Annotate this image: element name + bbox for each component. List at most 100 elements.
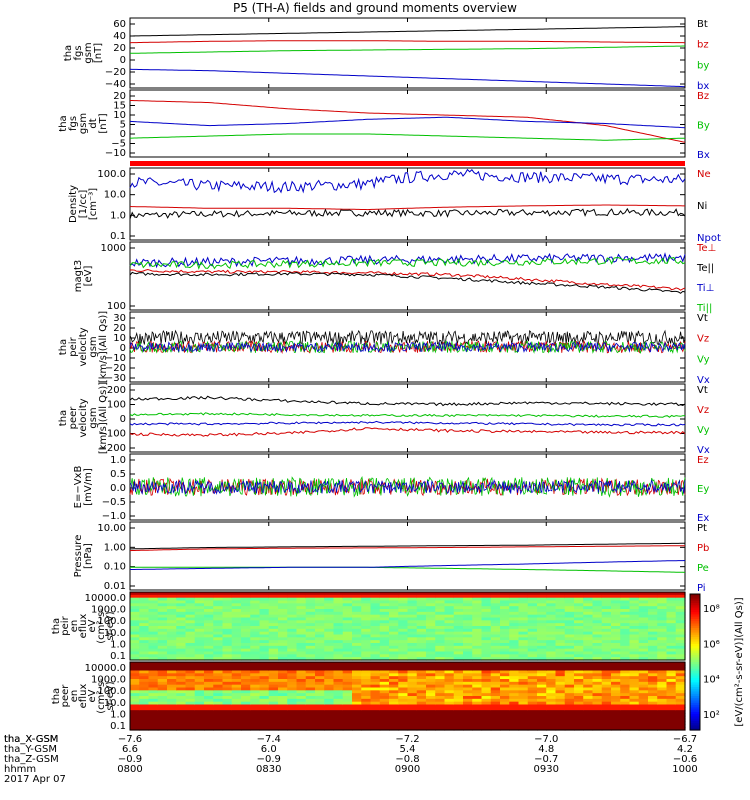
spectrogram-cell: [444, 626, 455, 630]
colorbar-cell: [690, 727, 700, 731]
spectrogram-cell: [370, 662, 381, 666]
spectrogram-cell: [555, 693, 566, 697]
spectrogram-cell: [435, 710, 446, 714]
spectrogram-cell: [139, 679, 150, 683]
spectrogram-cell: [592, 597, 603, 602]
spectrogram-cell: [370, 614, 381, 619]
spectrogram-cell: [194, 645, 205, 650]
spectrogram-cell: [305, 645, 316, 650]
spectrogram-cell: [398, 592, 409, 596]
spectrogram-cell: [518, 645, 529, 650]
spectrogram-cell: [157, 696, 168, 700]
spectrogram-cell: [620, 600, 631, 604]
spectrogram-cell: [222, 679, 233, 683]
spectrogram-cell: [296, 707, 307, 711]
spectrogram-cell: [453, 643, 464, 647]
spectrogram-cell: [259, 667, 270, 672]
spectrogram-cell: [287, 724, 298, 728]
spectrogram-cell: [463, 698, 473, 703]
spectrogram-cell: [278, 721, 288, 725]
spectrogram-cell: [296, 693, 307, 697]
spectrogram-cell: [342, 693, 353, 697]
spectrogram-cell: [481, 611, 492, 616]
spectrogram-cell: [490, 713, 501, 717]
spectrogram-cell: [629, 690, 640, 694]
y-axis-label: (cm²-s-: [96, 678, 107, 714]
spectrogram-cell: [139, 620, 150, 624]
spectrogram-cell: [509, 676, 520, 680]
spectrogram-cell: [222, 676, 233, 680]
spectrogram-cell: [500, 696, 510, 700]
spectrogram-cell: [315, 640, 325, 644]
spectrogram-cell: [130, 603, 140, 607]
spectrogram-cell: [574, 631, 584, 636]
colorbar: [689, 593, 701, 731]
y-tick-label: −40: [105, 79, 126, 90]
spectrogram-cell: [509, 721, 520, 725]
spectrogram-cell: [500, 654, 510, 658]
spectrogram-cell: [574, 626, 584, 630]
spectrogram-cell: [481, 715, 492, 720]
spectrogram-cell: [176, 724, 187, 728]
x-row-value: −0.6: [673, 754, 697, 765]
spectrogram-cell: [592, 715, 603, 720]
spectrogram-cell: [444, 603, 455, 607]
spectrogram-cell: [472, 713, 483, 717]
spectrogram-cell: [592, 620, 603, 624]
spectrogram-cell: [305, 687, 316, 691]
spectrogram-cell: [333, 710, 344, 714]
spectrogram-cell: [657, 645, 668, 650]
spectrogram-cell: [250, 645, 261, 650]
spectrogram-cell: [139, 696, 150, 700]
spectrogram-cell: [389, 609, 399, 613]
spectrogram-cell: [629, 684, 640, 689]
spectrogram-cell: [194, 687, 205, 691]
spectrogram-cell: [564, 631, 575, 636]
spectrogram-cell: [472, 690, 483, 694]
spectrogram-cell: [296, 701, 307, 706]
spectrogram-cell: [204, 634, 214, 638]
spectrogram-cell: [500, 631, 510, 636]
spectrogram-cell: [463, 681, 473, 686]
spectrogram-cell: [657, 673, 668, 677]
spectrogram-cell: [453, 640, 464, 644]
spectrogram-cell: [130, 640, 140, 644]
spectrogram-cell: [620, 713, 631, 717]
spectrogram-cell: [398, 634, 409, 638]
y-tick-label: 0.1: [110, 721, 126, 732]
spectrogram-cell: [167, 704, 177, 708]
spectrogram-cell: [546, 617, 557, 621]
spectrogram-cell: [352, 643, 362, 647]
spectrogram-cell: [463, 693, 473, 697]
spectrogram-cell: [657, 727, 668, 731]
spectrogram-cell: [361, 698, 372, 703]
spectrogram-cell: [148, 670, 159, 674]
spectrogram-cell: [157, 679, 168, 683]
spectrogram-cell: [259, 687, 270, 691]
spectrogram-cell: [370, 698, 381, 703]
colorbar-cell: [690, 648, 700, 652]
spectrogram-cell: [638, 657, 649, 661]
x-row-value: −6.7: [673, 734, 697, 745]
spectrogram-cell: [638, 609, 649, 613]
spectrogram-cell: [518, 664, 529, 669]
colorbar-cell: [690, 675, 700, 679]
spectrogram-cell: [490, 640, 501, 644]
spectrogram-cell: [361, 724, 372, 728]
spectrogram-cell: [537, 710, 547, 714]
spectrogram-cell: [296, 603, 307, 607]
spectrogram-cell: [305, 681, 316, 686]
spectrogram-cell: [601, 679, 612, 683]
spectrogram-cell: [167, 611, 177, 616]
spectrogram-cell: [648, 611, 658, 616]
spectrogram-cell: [555, 592, 566, 596]
spectrogram-cell: [490, 637, 501, 641]
spectrogram-cell: [148, 727, 159, 731]
legend-entry: Ez: [697, 455, 709, 466]
spectrogram-cell: [444, 721, 455, 725]
colorbar-cell: [690, 705, 700, 708]
spectrogram-cell: [185, 701, 196, 706]
spectrogram-cell: [398, 631, 409, 636]
spectrogram-cell: [305, 696, 316, 700]
spectrogram-cell: [296, 664, 307, 669]
